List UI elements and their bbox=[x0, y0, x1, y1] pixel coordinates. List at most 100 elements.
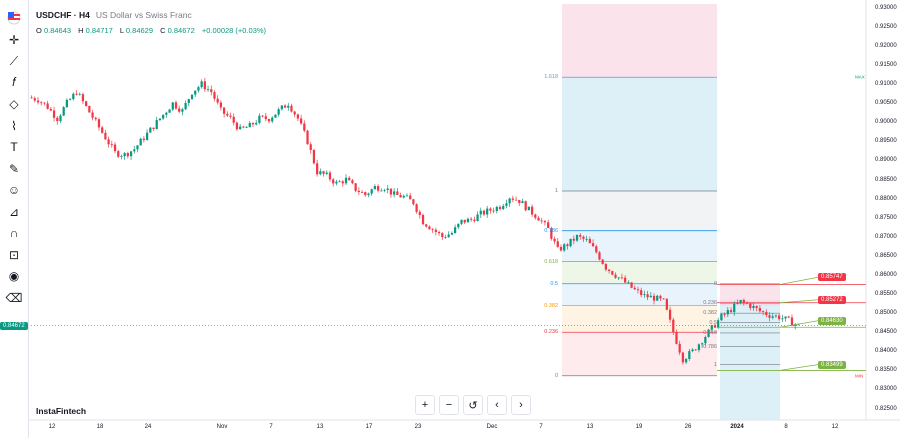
fib2-ratio-label: 0 bbox=[713, 280, 717, 287]
candle-body bbox=[518, 199, 521, 204]
candle-body bbox=[662, 298, 665, 300]
fib-zone-recent-top bbox=[720, 283, 780, 306]
change-value: +0.00028 (+0.03%) bbox=[201, 26, 267, 35]
candle-body bbox=[418, 211, 421, 215]
crosshair-icon[interactable]: ✛ bbox=[8, 32, 20, 47]
brush-icon[interactable]: ⌇ bbox=[11, 118, 17, 133]
candle-body bbox=[457, 223, 460, 228]
candle-body bbox=[729, 310, 733, 313]
candle-body bbox=[197, 87, 200, 91]
candle-body bbox=[85, 101, 88, 106]
time-tick-label: 24 bbox=[144, 424, 152, 430]
candle-body bbox=[604, 264, 608, 270]
candle-body bbox=[399, 194, 402, 198]
candle-body bbox=[344, 177, 348, 184]
flag-icon[interactable] bbox=[4, 8, 24, 28]
candle-body bbox=[453, 227, 457, 234]
candle-body bbox=[210, 89, 213, 93]
zoom-in-button[interactable]: + bbox=[415, 395, 435, 415]
candle-body bbox=[405, 195, 409, 197]
lock-icon[interactable]: ⊡ bbox=[8, 247, 20, 262]
candle-body bbox=[299, 118, 303, 124]
fib2-ratio-label: 0.786 bbox=[703, 343, 717, 350]
eye-icon[interactable]: ◉ bbox=[8, 269, 20, 283]
candle-body bbox=[563, 244, 566, 251]
scroll-forward-button[interactable]: › bbox=[511, 395, 531, 415]
candle-body bbox=[396, 191, 399, 195]
zoom-out-button[interactable]: − bbox=[439, 395, 459, 415]
fib-icon[interactable]: 𝑓 bbox=[12, 75, 16, 89]
candle-body bbox=[473, 219, 476, 222]
candle-body bbox=[251, 122, 255, 125]
low-label: L bbox=[119, 26, 124, 35]
candle-body bbox=[245, 127, 248, 129]
candle-body bbox=[319, 171, 322, 175]
candle-body bbox=[713, 325, 717, 328]
candle-body bbox=[229, 115, 232, 117]
candle-body bbox=[614, 274, 617, 278]
candle-body bbox=[40, 102, 43, 104]
candle-body bbox=[412, 199, 415, 205]
price-tick-label: 0.92000 bbox=[875, 42, 897, 49]
candle-body bbox=[88, 105, 91, 113]
candle-body bbox=[784, 316, 787, 319]
ruler-icon[interactable]: ⊿ bbox=[8, 204, 20, 219]
candle-body bbox=[704, 337, 707, 344]
time-tick-label: 7 bbox=[539, 424, 543, 430]
candle-body bbox=[691, 349, 694, 352]
candle-body bbox=[444, 237, 447, 238]
fib-zone-extension bbox=[562, 77, 717, 192]
candle-body bbox=[607, 269, 611, 271]
price-tick-label: 0.83500 bbox=[875, 367, 897, 374]
candle-body bbox=[566, 244, 569, 247]
key-level-tag: 0.85747 bbox=[818, 273, 846, 282]
candle-body bbox=[479, 210, 482, 215]
emoji-icon[interactable]: ☺ bbox=[7, 183, 21, 197]
candle-body bbox=[482, 210, 486, 215]
magnet-icon[interactable]: ∩ bbox=[9, 226, 19, 240]
candle-body bbox=[646, 294, 649, 298]
candle-body bbox=[104, 132, 107, 140]
candle-body bbox=[226, 113, 229, 116]
trend-line-icon[interactable]: ⟋ bbox=[9, 53, 19, 68]
candle-body bbox=[335, 181, 338, 184]
time-tick-label: 12 bbox=[48, 424, 56, 430]
candle-body bbox=[553, 238, 556, 242]
fib2-ratio-label: 0.5 bbox=[709, 319, 717, 326]
candle-body bbox=[248, 122, 251, 128]
candle-body bbox=[559, 246, 563, 251]
candle-body bbox=[145, 132, 149, 140]
candle-body bbox=[75, 93, 78, 95]
level-arrow bbox=[779, 364, 819, 371]
candle-body bbox=[745, 302, 749, 304]
candle-body bbox=[498, 206, 502, 210]
candle-body bbox=[601, 259, 604, 265]
candle-body bbox=[787, 316, 790, 318]
candle-body bbox=[591, 243, 595, 247]
candle-body bbox=[466, 218, 470, 223]
candle-body bbox=[505, 203, 508, 206]
pattern-icon[interactable]: ◇ bbox=[9, 97, 19, 111]
reset-view-button[interactable]: ↺ bbox=[463, 395, 483, 415]
scroll-back-button[interactable]: ‹ bbox=[487, 395, 507, 415]
candle-body bbox=[547, 222, 550, 229]
price-tick-label: 0.86000 bbox=[875, 271, 897, 278]
symbol-title[interactable]: USDCHF · H4 bbox=[36, 10, 90, 20]
candle-body bbox=[184, 103, 187, 110]
pencil-icon[interactable]: ✎ bbox=[8, 161, 20, 176]
candle-body bbox=[585, 238, 588, 240]
candle-body bbox=[717, 320, 720, 328]
candle-body bbox=[165, 112, 168, 115]
candle-body bbox=[120, 156, 123, 157]
level-arrow bbox=[779, 299, 819, 304]
candle-body bbox=[447, 234, 450, 238]
trash-icon[interactable]: ⌫ bbox=[5, 290, 23, 305]
candle-body bbox=[306, 130, 309, 145]
candle-body bbox=[540, 220, 543, 222]
text-icon[interactable]: T bbox=[10, 140, 18, 154]
candle-body bbox=[572, 238, 575, 241]
candle-body bbox=[582, 236, 585, 239]
candle-body bbox=[360, 192, 364, 193]
time-tick-label: Dec bbox=[486, 424, 498, 430]
